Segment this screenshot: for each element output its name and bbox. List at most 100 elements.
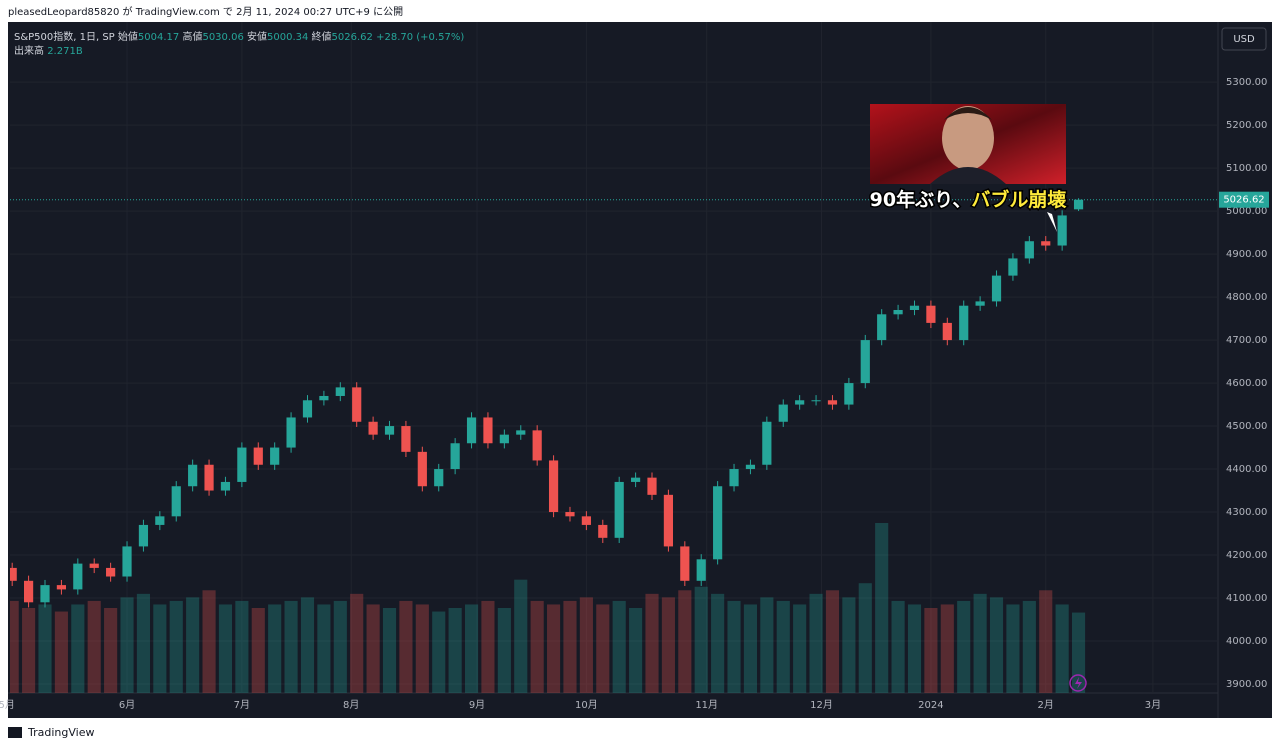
currency-button[interactable] <box>1221 27 1267 51</box>
volume-bar <box>973 593 987 693</box>
volume-bar <box>415 604 429 693</box>
volume-bar <box>858 583 872 693</box>
ohlc-value: 5004.17 <box>138 32 179 43</box>
candle-body <box>860 340 870 384</box>
ohlc-label: 終値 <box>312 30 332 43</box>
volume-bar <box>87 600 101 693</box>
volume-value: 2.271B <box>47 46 83 57</box>
candle-body <box>10 567 17 581</box>
annotation: 90年ぶり、バブル崩壊 <box>870 188 1068 211</box>
candle-body <box>220 481 231 491</box>
candle-body <box>565 512 575 517</box>
candle-body <box>434 469 444 487</box>
x-tick-label: 8月 <box>343 699 359 711</box>
volume-bar <box>432 611 446 693</box>
suit <box>930 167 1006 184</box>
x-tick-label: 5月 <box>0 699 15 711</box>
candle-body <box>23 580 34 603</box>
volume-bar <box>612 600 626 693</box>
candle-body <box>483 417 493 444</box>
volume-bar <box>924 608 938 693</box>
volume-bar <box>875 523 889 693</box>
volume-bar <box>268 604 282 693</box>
volume-bar <box>629 608 643 693</box>
volume-bar <box>497 608 511 693</box>
candle-body <box>516 430 526 435</box>
candle-body <box>680 546 690 581</box>
candle-body <box>188 464 198 487</box>
candle-body <box>729 469 739 487</box>
volume-bar <box>448 608 462 693</box>
volume-bar <box>54 611 68 693</box>
volume-bar <box>317 604 331 693</box>
candle-body <box>499 434 509 444</box>
candle-body <box>844 383 854 405</box>
candle-body <box>959 305 969 341</box>
volume-bar <box>284 600 298 693</box>
volume-bar <box>842 597 856 693</box>
volume-bar <box>350 593 364 693</box>
volume-bar <box>776 600 790 693</box>
candle-body <box>762 421 772 465</box>
volume-bar <box>169 600 183 693</box>
volume-name: 出来高 <box>14 44 44 57</box>
currency[interactable]: USD <box>1233 34 1255 45</box>
candle-body <box>548 460 559 513</box>
volume-bar <box>596 604 610 693</box>
replay-icon[interactable] <box>1069 674 1087 692</box>
candle-body <box>827 400 838 405</box>
x-tick-label: 2月 <box>1038 699 1054 711</box>
x-tick-label: 7月 <box>234 699 250 711</box>
volume-bar <box>579 597 593 693</box>
volume-bar <box>907 604 922 693</box>
volume-bar <box>153 604 167 693</box>
candle-body <box>286 417 296 448</box>
volume-bar <box>202 590 216 693</box>
volume-bar <box>547 604 561 693</box>
ohlc-label: 高値 <box>182 30 202 43</box>
candle-body <box>1073 199 1084 210</box>
volume-bar <box>218 604 233 693</box>
ohlc-label: 始値 <box>118 30 138 43</box>
volume-bar <box>104 608 118 693</box>
volume-bar <box>809 593 823 693</box>
annotation-yellow: バブル崩壊 <box>971 188 1067 211</box>
volume-bar <box>530 600 544 693</box>
volume-bar <box>235 600 249 693</box>
candle-body <box>122 546 132 577</box>
candle-body <box>302 400 313 418</box>
candle-body <box>811 400 821 402</box>
candle-body <box>696 559 706 581</box>
candle-body <box>237 447 247 482</box>
volume-bar <box>10 600 19 693</box>
candle-body <box>89 563 99 568</box>
candle-body <box>368 421 378 435</box>
volume-bar <box>957 600 971 693</box>
candle-body <box>171 486 181 517</box>
candle-body <box>745 464 756 470</box>
candle-body <box>155 516 165 525</box>
candle-body <box>106 567 116 577</box>
volume-bar <box>514 579 528 693</box>
candle-body <box>384 426 395 435</box>
volume-bar <box>1006 604 1020 693</box>
y-tick-label: 4100.00 <box>1226 593 1267 604</box>
candle-body <box>1008 258 1018 276</box>
x-tick-label: 3月 <box>1145 699 1161 711</box>
volume-bar <box>760 597 774 693</box>
annotation-white: 90年ぶり、 <box>870 188 972 211</box>
volume-bar <box>661 597 675 693</box>
volume-bar <box>251 608 265 693</box>
x-tick-label: 2024 <box>918 700 943 711</box>
volume-bar <box>1071 612 1086 693</box>
symbol: S&P500指数, 1日, SP <box>14 30 115 43</box>
ohlc-label: 安値 <box>247 30 267 43</box>
volume-bar <box>940 604 954 693</box>
volume-bar <box>136 593 150 693</box>
candle-body <box>991 275 1002 302</box>
publisher-line: pleasedLeopard85820 が TradingView.com で … <box>8 5 403 18</box>
volume-bar <box>645 593 659 693</box>
volume-bar <box>711 593 725 693</box>
